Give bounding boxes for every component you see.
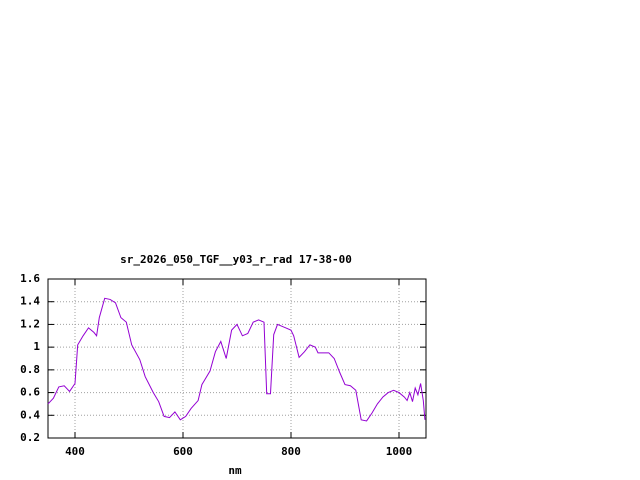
y-tick-label: 1.2 [20, 317, 40, 330]
y-tick-label: 0.4 [20, 408, 40, 421]
x-axis-label: nm [228, 464, 242, 477]
y-tick-label: 1 [33, 340, 40, 353]
y-tick-label: 0.8 [20, 363, 40, 376]
data-line [47, 297, 426, 422]
x-tick-label: 400 [65, 445, 85, 458]
x-tick-label: 800 [281, 445, 301, 458]
y-tick-label: 0.6 [20, 386, 40, 399]
y-tick-label: 1.4 [20, 295, 40, 308]
y-tick-label: 1.6 [20, 272, 40, 285]
x-tick-label: 600 [173, 445, 193, 458]
x-tick-label: 1000 [386, 445, 413, 458]
chart-title: sr_2026_050_TGF__y03_r_rad 17-38-00 [120, 253, 352, 266]
y-tick-label: 0.2 [20, 431, 40, 444]
plot-border [47, 278, 427, 439]
